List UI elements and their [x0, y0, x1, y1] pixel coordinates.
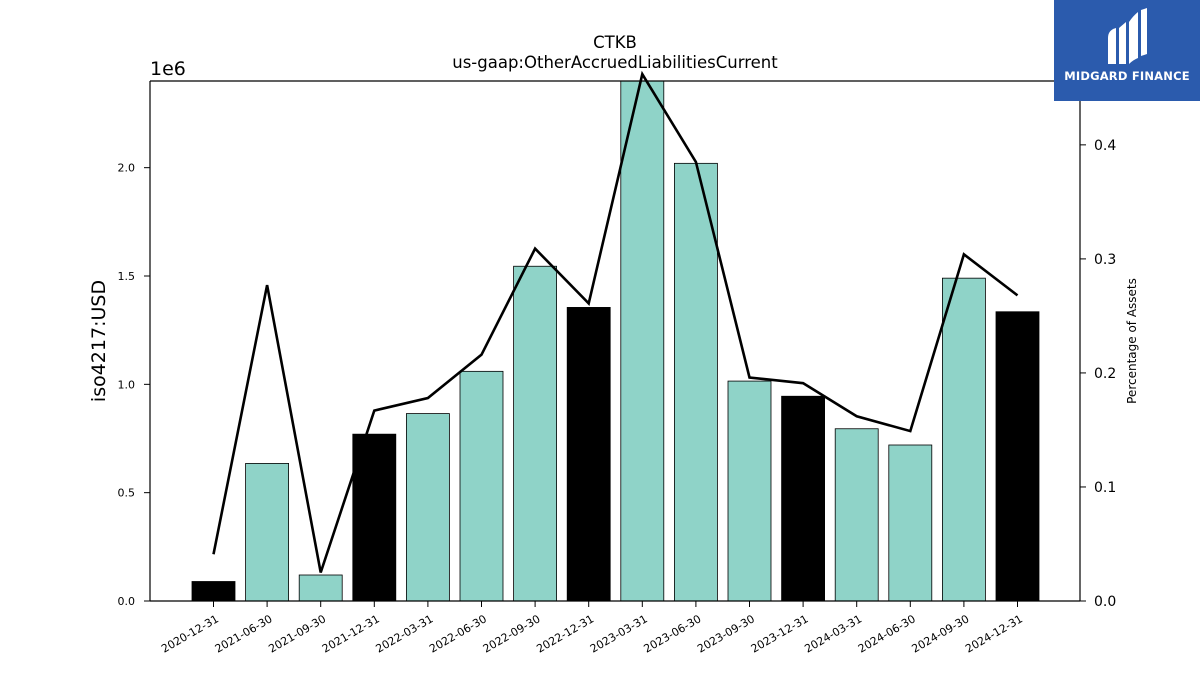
- bar-2024-12-31: [995, 311, 1040, 601]
- x-tick-label: 2023-09-30: [695, 612, 757, 655]
- x-tick-label: 2024-09-30: [910, 612, 972, 655]
- bar-2023-06-30: [674, 162, 718, 601]
- x-tick-label: 2022-06-30: [427, 612, 489, 655]
- x-tick-label: 2023-06-30: [642, 612, 704, 655]
- x-tick-label: 2022-03-31: [374, 612, 436, 655]
- bar-2024-09-30: [942, 277, 986, 601]
- y-tick-label: 1.5: [118, 270, 136, 283]
- bar-2021-06-30: [245, 463, 290, 601]
- x-tick-label: 2024-03-31: [802, 612, 864, 655]
- y-tick-label: 1.0: [118, 378, 136, 391]
- bar-2024-06-30: [888, 444, 933, 601]
- company-logo: MIDGARD FINANCE: [1054, 0, 1200, 101]
- chart-subtitle: us-gaap:OtherAccruedLiabilitiesCurrent: [452, 53, 778, 72]
- x-tick-label: 2021-06-30: [213, 612, 275, 655]
- x-tick-label: 2021-12-31: [320, 612, 382, 655]
- bar-2023-12-31: [781, 395, 825, 601]
- bar-2022-03-31: [405, 413, 450, 601]
- x-tick-label: 2022-12-31: [534, 612, 596, 655]
- y2-tick-label: 0.1: [1094, 480, 1116, 496]
- y2-tick-label: 0.3: [1094, 252, 1116, 268]
- y-axis-multiplier: 1e6: [150, 58, 186, 80]
- chart-title: CTKB: [593, 33, 637, 52]
- logo-mark-icon: [1108, 8, 1147, 64]
- x-tick-label: 2024-12-31: [963, 612, 1025, 655]
- line-group: [212, 70, 1019, 573]
- x-tick-label: 2022-09-30: [481, 612, 543, 655]
- logo-text: MIDGARD FINANCE: [1064, 69, 1190, 83]
- y-axis-label: iso4217:USD: [88, 280, 110, 402]
- bar-2024-03-31: [834, 428, 879, 601]
- y2-tick-label: 0.4: [1094, 138, 1116, 154]
- y-tick-label: 2.0: [118, 162, 136, 175]
- bar-2023-09-30: [727, 380, 772, 601]
- x-tick-label: 2020-12-31: [159, 612, 221, 655]
- x-tick-label: 2023-12-31: [749, 612, 811, 655]
- y-tick-label: 0.0: [118, 595, 136, 608]
- bars-group: [191, 81, 1040, 601]
- percentage-of-assets-line: [212, 70, 1019, 573]
- bar-2020-12-31: [191, 581, 236, 601]
- y2-tick-label: 0.0: [1094, 594, 1116, 610]
- x-tick-label: 2023-03-31: [588, 612, 650, 655]
- y-tick-label: 0.5: [118, 487, 136, 500]
- bar-2022-09-30: [513, 265, 557, 601]
- bar-2021-12-31: [352, 433, 397, 601]
- bar-2022-12-31: [566, 307, 611, 601]
- y2-tick-label: 0.2: [1094, 366, 1116, 382]
- y2-axis-label: Percentage of Assets: [1125, 278, 1139, 404]
- x-tick-label: 2021-09-30: [266, 612, 328, 655]
- bar-2023-03-31: [620, 81, 665, 601]
- x-tick-label: 2024-06-30: [856, 612, 918, 655]
- bar-2021-09-30: [298, 574, 343, 601]
- bar-2022-06-30: [459, 370, 504, 601]
